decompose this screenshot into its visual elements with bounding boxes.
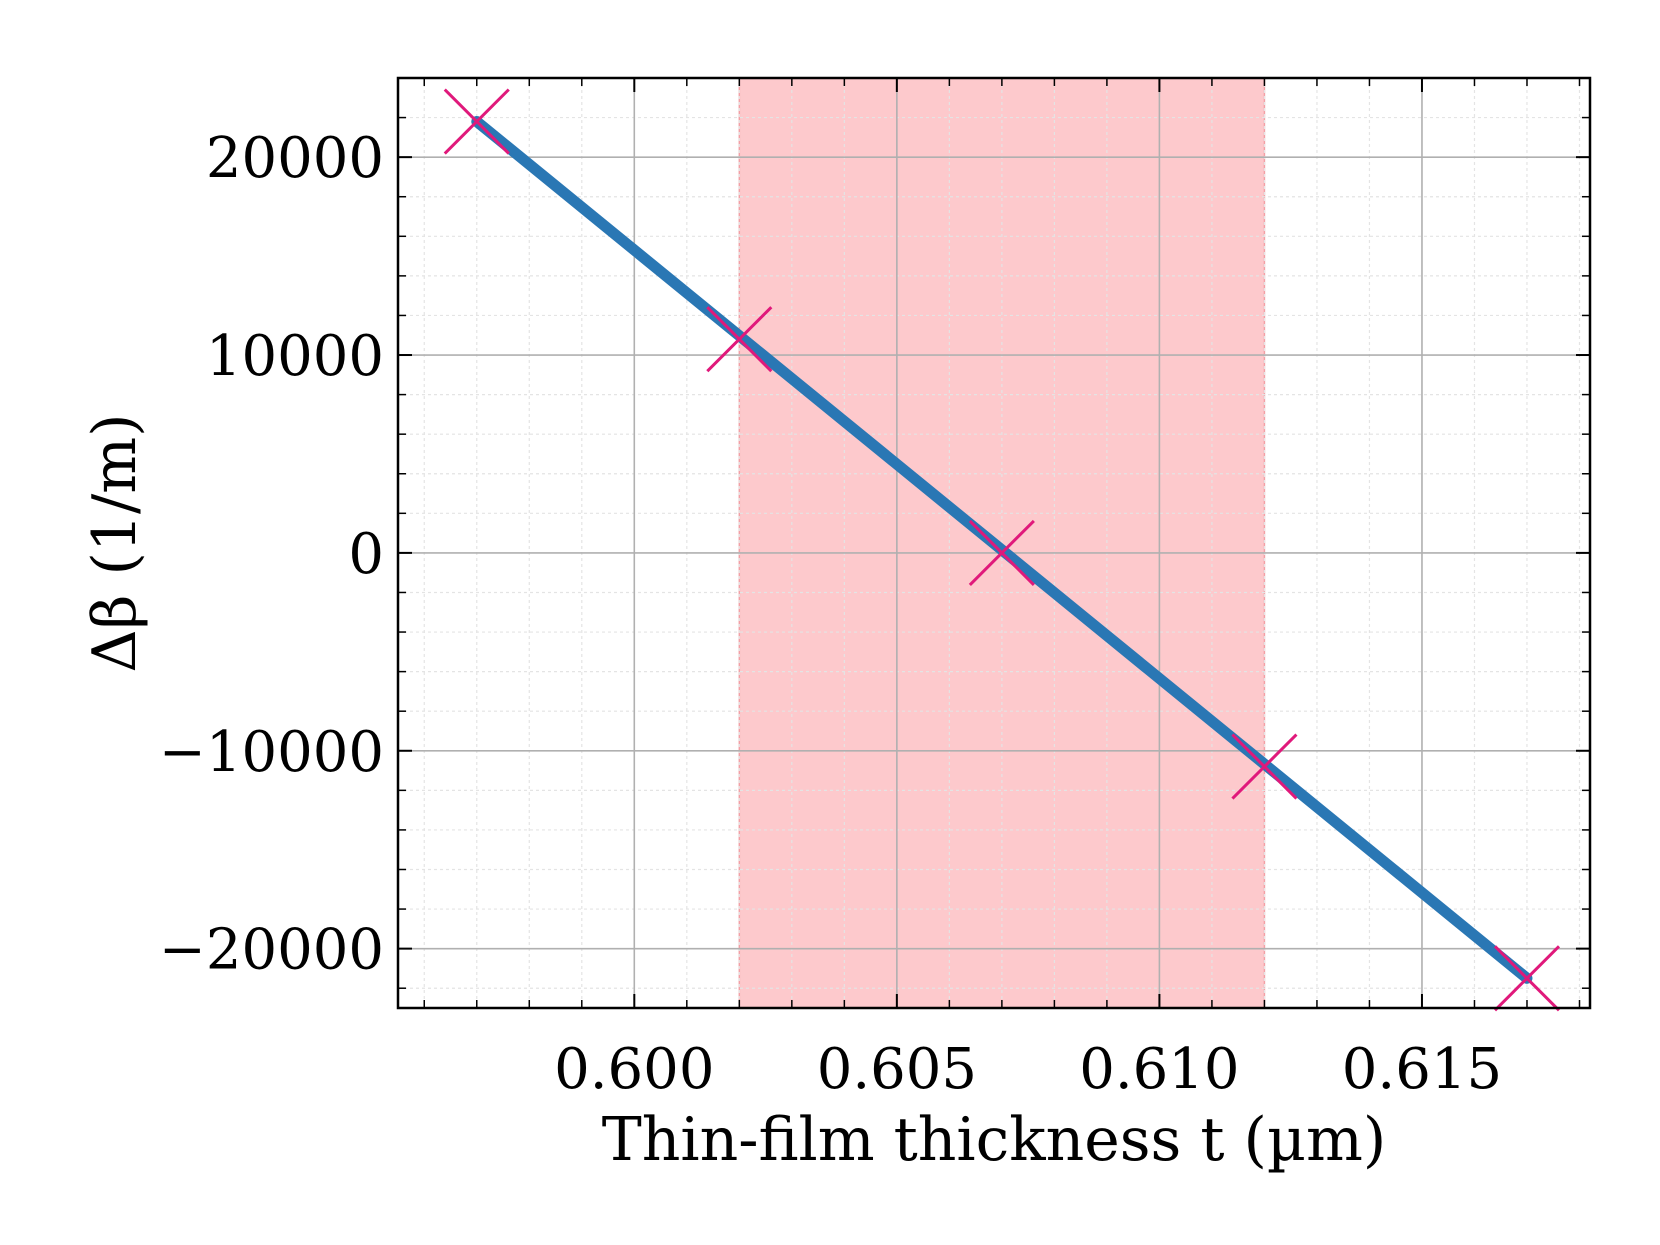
series-layer [443, 88, 1561, 1012]
marker-stroke [706, 306, 773, 373]
minor-grid [398, 77, 1590, 1008]
plot-frame [396, 76, 1592, 1010]
x-axis-label: Thin-film thickness t (µm) [602, 1105, 1387, 1175]
data-point-marker [1231, 733, 1298, 800]
data-point-marker [706, 306, 773, 373]
y-tick-label: −10000 [159, 720, 384, 785]
marker-stroke [443, 88, 510, 155]
y-tick-label: 0 [348, 522, 384, 587]
x-tick-label: 0.615 [1342, 1037, 1502, 1102]
marker-stroke [1231, 733, 1298, 800]
marker-stroke [968, 519, 1035, 586]
axis-ticks: 0.600 0.605 0.610 0.615 −20000 −10000 0 10000 20… [159, 77, 1590, 1102]
data-point-marker [1493, 945, 1561, 1012]
x-tick-label: 0.610 [1079, 1037, 1239, 1102]
y-axis-label: Δβ (1/m) [80, 413, 150, 672]
x-tick-label: 0.605 [817, 1037, 977, 1102]
y-tick-label: −20000 [159, 918, 384, 983]
major-grid [398, 78, 1590, 1008]
series-line [471, 116, 1533, 984]
y-tick-label: 20000 [206, 126, 384, 191]
x-tick-label: 0.600 [554, 1037, 714, 1102]
data-point-marker [443, 88, 510, 155]
marker-stroke [1493, 945, 1561, 1012]
y-tick-label: 10000 [206, 324, 384, 389]
data-point-marker [968, 519, 1035, 586]
